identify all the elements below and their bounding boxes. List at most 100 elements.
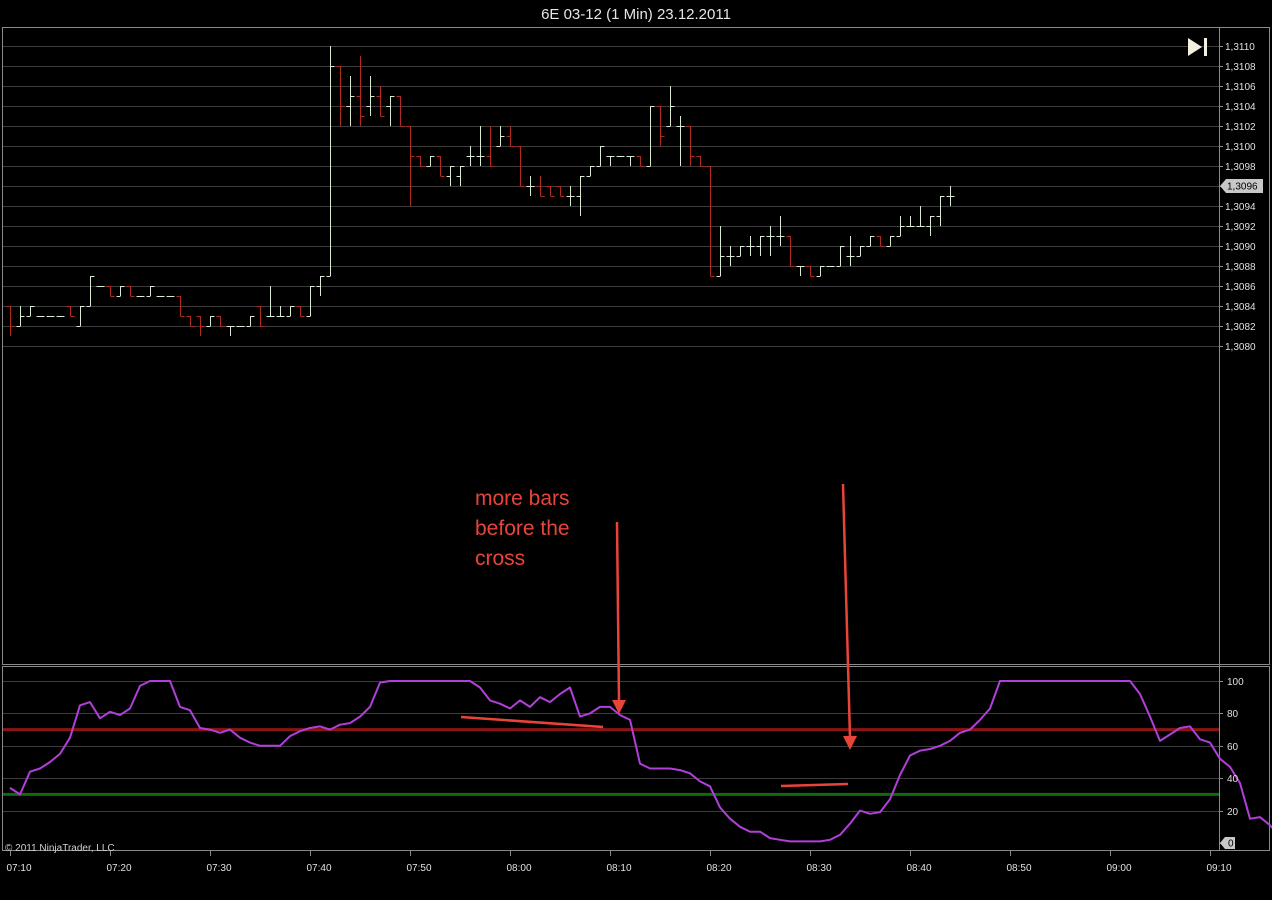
time-tick-label: 07:10 xyxy=(6,863,31,874)
ohlc-bar xyxy=(446,166,455,186)
ohlc-bar xyxy=(946,186,955,206)
indicator-tick-label: 100 xyxy=(1227,677,1244,688)
ohlc-bar xyxy=(576,176,585,216)
ohlc-bar xyxy=(646,106,655,167)
indicator-tick-label: 20 xyxy=(1227,807,1239,818)
ohlc-bar xyxy=(816,266,825,277)
time-tick-label: 08:10 xyxy=(606,863,631,874)
price-tick-label: 1,3100 xyxy=(1225,142,1256,153)
last-price-tag: 1,3096 xyxy=(1220,179,1263,193)
ohlc-bar xyxy=(76,306,85,327)
ohlc-bar xyxy=(16,306,25,327)
arrow-2-head xyxy=(843,736,857,750)
price-tick-label: 1,3086 xyxy=(1225,282,1256,293)
ohlc-bar xyxy=(596,146,605,167)
ohlc-bar xyxy=(856,246,865,257)
ohlc-bar xyxy=(376,86,385,117)
ohlc-bar xyxy=(736,246,745,257)
last-indicator-tag-shape xyxy=(1220,837,1235,849)
ohlc-bar xyxy=(386,96,395,126)
ohlc-bar xyxy=(916,206,925,227)
ohlc-bar xyxy=(266,286,275,317)
ohlc-bar xyxy=(366,76,375,116)
ohlc-bar xyxy=(726,246,735,266)
ohlc-bar xyxy=(356,56,365,126)
ohlc-bar xyxy=(606,156,615,166)
annotation-line-2: before the xyxy=(475,517,570,540)
indicator-series-line xyxy=(9,680,1272,843)
ohlc-bar xyxy=(486,126,495,167)
price-tick-label: 1,3084 xyxy=(1225,302,1256,313)
ohlc-bar xyxy=(276,306,285,317)
ohlc-bar xyxy=(126,286,135,297)
ohlc-bar xyxy=(866,236,875,247)
time-tick-label: 08:00 xyxy=(506,863,531,874)
annotation-text: more bars before the cross xyxy=(475,487,570,570)
ohlc-bar xyxy=(316,276,325,296)
ohlc-bar xyxy=(836,246,845,267)
ohlc-bar xyxy=(226,326,235,336)
indicator-tick-label: 80 xyxy=(1227,709,1239,720)
time-tick-label: 08:50 xyxy=(1006,863,1031,874)
ohlc-bar xyxy=(496,126,505,147)
indicator-trend-stroke-1 xyxy=(460,715,604,729)
last-price-tag-label: 1,3096 xyxy=(1227,182,1258,193)
indicator-panel-frame xyxy=(2,666,1270,851)
ohlc-bar xyxy=(96,286,105,287)
ohlc-bar xyxy=(436,156,445,177)
price-tick-label: 1,3090 xyxy=(1225,242,1256,253)
arrow-1-shaft xyxy=(615,521,621,703)
ohlc-bar xyxy=(166,296,175,297)
indicator-series xyxy=(9,680,1272,843)
price-tick-label: 1,3080 xyxy=(1225,342,1256,353)
ohlc-bar xyxy=(536,176,545,197)
ohlc-bar xyxy=(216,316,225,327)
price-bars xyxy=(6,46,955,336)
indicator-tick-label: 40 xyxy=(1227,774,1239,785)
time-tick-label: 08:20 xyxy=(706,863,731,874)
ohlc-bar xyxy=(686,126,695,166)
time-tick-label: 07:50 xyxy=(406,863,431,874)
time-tick-label: 09:00 xyxy=(1106,863,1131,874)
ohlc-bar xyxy=(796,266,805,276)
ohlc-bar xyxy=(46,316,55,317)
ohlc-bar xyxy=(186,316,195,327)
ohlc-bar xyxy=(526,176,535,196)
ohlc-bar xyxy=(636,156,645,167)
price-tick-label: 1,3106 xyxy=(1225,82,1256,93)
chart-title: 6E 03-12 (1 Min) 23.12.2011 xyxy=(541,6,731,23)
ohlc-bar xyxy=(116,286,125,297)
ohlc-bar xyxy=(936,196,945,226)
ohlc-bar xyxy=(306,286,315,317)
ohlc-bar xyxy=(806,266,815,277)
ohlc-bar xyxy=(26,306,35,317)
ohlc-bar xyxy=(786,236,795,267)
ohlc-bar xyxy=(676,116,685,166)
price-panel-frame xyxy=(2,27,1270,665)
ohlc-bar xyxy=(176,296,185,317)
ohlc-bar xyxy=(396,96,405,127)
last-indicator-tag: 0 xyxy=(1220,837,1235,850)
ohlc-bar xyxy=(586,166,595,177)
ohlc-bar xyxy=(196,316,205,336)
annotation-line-1: more bars xyxy=(475,487,570,510)
ohlc-bar xyxy=(476,126,485,166)
time-tick-label: 08:30 xyxy=(806,863,831,874)
ohlc-bar xyxy=(516,146,525,187)
ohlc-bar xyxy=(86,276,95,307)
ohlc-bar xyxy=(256,306,265,327)
skip-to-end-icon[interactable] xyxy=(1188,38,1207,56)
ohlc-bar xyxy=(416,156,425,167)
price-tick-label: 1,3104 xyxy=(1225,102,1256,113)
ohlc-bar xyxy=(466,146,475,166)
price-tick-label: 1,3092 xyxy=(1225,222,1256,233)
ohlc-bar xyxy=(776,216,785,246)
ohlc-bar xyxy=(616,156,625,157)
annotation-marks xyxy=(460,483,857,788)
ohlc-bar xyxy=(56,316,65,317)
copyright-label: © 2011 NinjaTrader, LLC xyxy=(5,843,115,854)
ohlc-bar xyxy=(666,86,675,127)
ohlc-bar xyxy=(236,326,245,327)
time-tick-label: 09:10 xyxy=(1206,863,1231,874)
